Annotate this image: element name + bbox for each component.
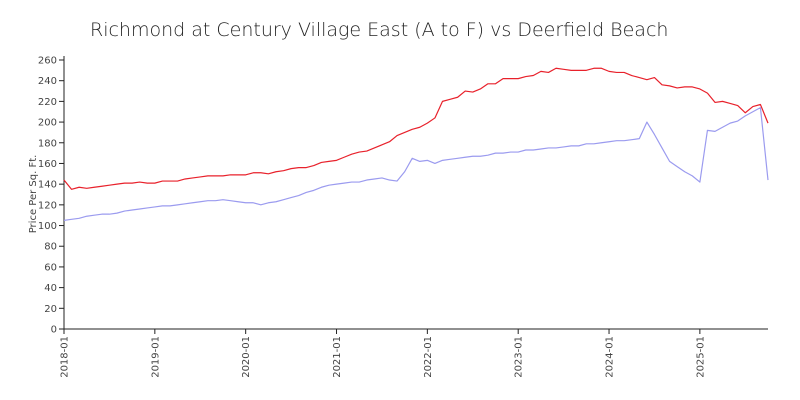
y-tick-label: 160 — [38, 159, 57, 170]
y-tick-label: 80 — [44, 242, 57, 253]
y-tick-label: 120 — [38, 200, 57, 211]
x-tick-label: 2024-01 — [605, 336, 616, 378]
y-tick-label: 0 — [51, 325, 57, 336]
y-tick-label: 220 — [38, 97, 57, 108]
x-tick-label: 2022-01 — [423, 336, 434, 378]
x-tick-label: 2023-01 — [514, 336, 525, 378]
y-tick-label: 40 — [44, 283, 57, 294]
y-tick-label: 180 — [38, 138, 57, 149]
x-tick-label: 2021-01 — [332, 336, 343, 378]
y-axis-label: Price Per Sq. Ft. — [28, 155, 39, 234]
chart-title: Richmond at Century Village East (A to F… — [90, 19, 668, 41]
y-tick-label: 200 — [38, 118, 57, 129]
y-tick-label: 240 — [38, 76, 57, 87]
x-tick-label: 2019-01 — [150, 336, 161, 378]
y-axis: 0 20 40 60 80 100 120 140 160 180 200 220 240 260 — [38, 56, 65, 336]
y-tick-label: 100 — [38, 221, 57, 232]
y-tick-label: 260 — [38, 56, 57, 67]
series-layer — [63, 67, 769, 221]
y-tick-label: 140 — [38, 180, 57, 191]
x-tick-label: 2020-01 — [241, 336, 252, 378]
x-tick-label: 2018-01 — [60, 336, 71, 378]
y-tick-label: 60 — [44, 262, 57, 273]
x-tick-label: 2025-01 — [695, 336, 706, 378]
y-tick-label: 20 — [44, 304, 57, 315]
x-axis: 2018-01 2019-01 2020-01 2021-01 2022-01 2023-… — [60, 328, 768, 378]
series-line-2 — [63, 106, 769, 221]
series-line-1 — [63, 67, 769, 190]
